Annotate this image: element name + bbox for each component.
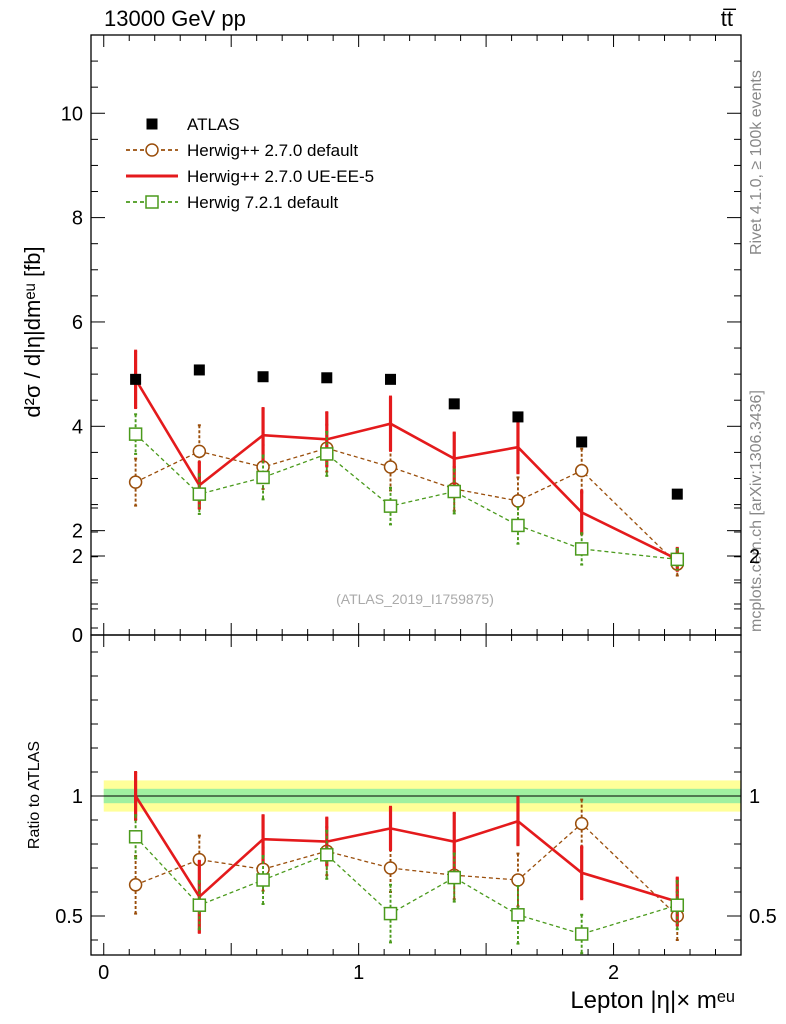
data-point-marker — [193, 364, 205, 376]
series-line-h7 — [135, 433, 678, 560]
data-point-marker — [576, 436, 588, 448]
y-tick-label: 10 — [61, 103, 83, 125]
x-tick-label: 0 — [98, 962, 109, 984]
data-point-marker — [256, 873, 270, 887]
ratio-y-axis-title: Ratio to ATLAS — [26, 741, 43, 849]
y-tick-label: 6 — [72, 312, 83, 334]
data-point-marker — [145, 195, 159, 209]
x-tick-label: 2 — [608, 962, 619, 984]
data-point-marker — [192, 444, 207, 459]
y-tick-label: 1 — [749, 786, 760, 808]
data-point-marker — [574, 463, 589, 478]
data-point-marker — [383, 906, 398, 921]
data-point-marker — [146, 118, 158, 130]
ratio-plot-panel: 0 1 2 0.5 0.5 1 1 2 2 — [55, 507, 777, 984]
data-point-marker — [511, 494, 525, 508]
ratio-plot-frame — [90, 634, 742, 956]
series-line-default — [135, 447, 678, 565]
header-energy-label: 13000 GeV pp — [104, 6, 246, 31]
data-point-marker — [128, 475, 143, 489]
rivet-version-label: Rivet 4.1.0, ≥ 100k events — [748, 70, 765, 255]
data-point-marker — [320, 447, 334, 461]
series-line-ueee5 — [134, 795, 678, 903]
data-point-marker — [320, 848, 334, 862]
data-point-marker — [383, 499, 398, 513]
legend-label: Herwig++ 2.7.0 UE-EE-5 — [187, 167, 374, 186]
main-plot-panel: 0 2 4 6 8 10 — [61, 34, 742, 647]
data-point-marker — [192, 898, 207, 912]
data-point-marker — [385, 373, 397, 385]
x-tick-label: 1 — [353, 962, 364, 984]
data-point-marker — [512, 411, 524, 423]
y-tick-label: 2 — [749, 546, 760, 568]
y-tick-label: 2 — [72, 521, 83, 543]
data-point-marker — [448, 398, 460, 410]
series-line-ueee5 — [134, 378, 678, 561]
y-tick-label: 1 — [72, 786, 83, 808]
y-tick-label: 0.5 — [55, 906, 83, 928]
series-line-default — [135, 822, 678, 917]
data-point-marker — [511, 518, 525, 533]
data-point-marker — [145, 143, 159, 157]
legend-label: ATLAS — [187, 115, 240, 134]
data-point-marker — [574, 927, 589, 941]
data-point-marker — [574, 816, 589, 831]
data-point-marker — [128, 878, 143, 892]
y-tick-label: 0 — [72, 625, 83, 647]
data-point-marker — [511, 908, 525, 922]
data-point-marker — [257, 371, 269, 383]
data-point-marker — [192, 487, 207, 501]
data-point-marker — [511, 873, 525, 887]
data-point-marker — [447, 484, 461, 499]
analysis-watermark: (ATLAS_2019_I1759875) — [336, 591, 494, 607]
y-tick-label: 4 — [72, 416, 83, 438]
header-process-label: tt̅ — [721, 6, 737, 31]
data-point-marker — [574, 542, 589, 556]
series-line-h7 — [135, 836, 678, 935]
data-point-marker — [383, 861, 398, 875]
y-tick-label: 2 — [72, 546, 83, 568]
data-point-marker — [128, 830, 143, 844]
data-point-marker — [130, 373, 142, 385]
legend-label: Herwig++ 2.7.0 default — [187, 141, 358, 160]
data-point-marker — [256, 470, 270, 485]
data-point-marker — [670, 898, 685, 912]
data-point-marker — [447, 870, 461, 885]
y-tick-label: 0.5 — [749, 906, 777, 928]
data-point-marker — [383, 460, 398, 474]
mcplots-source-label: mcplots.cern.ch [arXiv:1306.3436] — [748, 390, 765, 632]
legend-label: Herwig 7.2.1 default — [187, 193, 338, 212]
legend: ATLAS Herwig++ 2.7.0 default Herwig++ 2.7.… — [126, 115, 374, 212]
data-point-marker — [128, 427, 143, 441]
data-point-marker — [670, 552, 685, 567]
x-axis-title: Lepton |η|× mᵉᵘ — [570, 987, 735, 1014]
main-y-axis-title: d²σ / d|η|dmᵉᵘ [fb] — [20, 246, 45, 417]
y-tick-label: 8 — [72, 208, 83, 230]
data-point-marker — [671, 488, 683, 500]
data-point-marker — [321, 372, 333, 384]
